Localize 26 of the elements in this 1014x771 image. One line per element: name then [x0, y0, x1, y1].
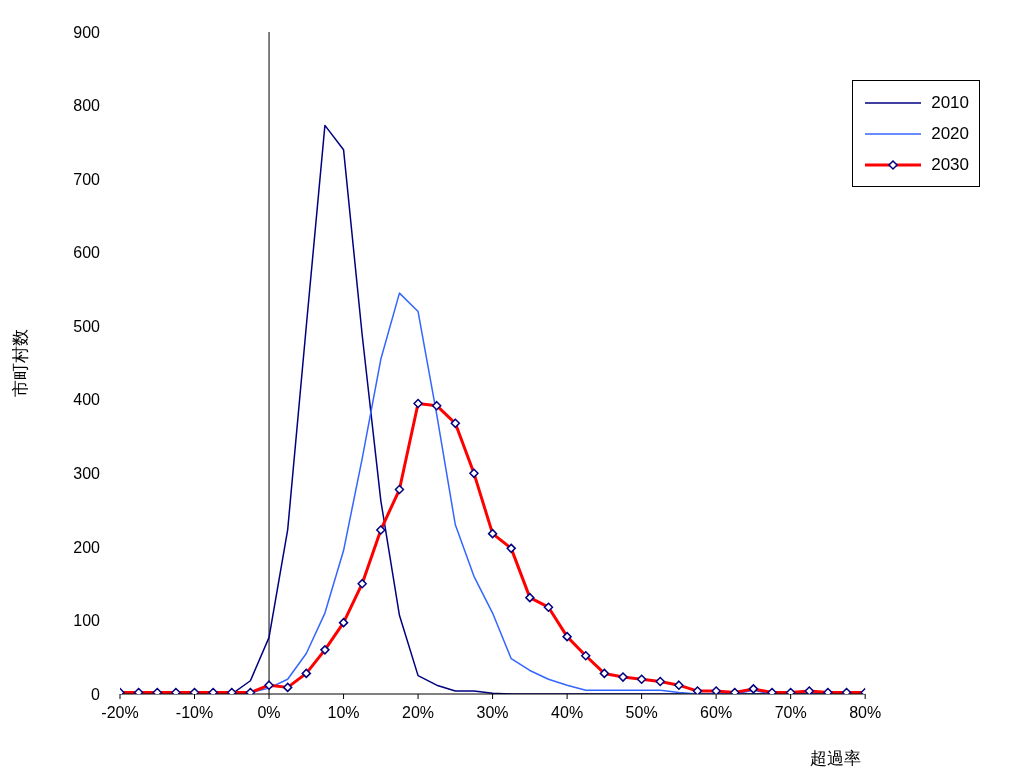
- x-tick-label: 60%: [700, 704, 733, 722]
- y-tick-label: 800: [73, 97, 101, 115]
- x-tick-label: -20%: [101, 704, 139, 722]
- x-tick-label: 40%: [551, 704, 584, 722]
- y-tick-label: 0: [91, 685, 101, 703]
- x-tick-label: 80%: [849, 704, 882, 722]
- y-tick-label: 100: [73, 612, 101, 630]
- x-tick-label: 50%: [625, 704, 658, 722]
- x-tick-label: 20%: [402, 704, 435, 722]
- legend-label: 2010: [931, 92, 969, 113]
- x-tick-label: 70%: [774, 704, 807, 722]
- y-tick-label: 500: [73, 317, 101, 335]
- x-axis-title: 超過率: [810, 749, 862, 768]
- legend-label: 2030: [931, 154, 969, 175]
- x-tick-label: 10%: [327, 704, 360, 722]
- y-tick-label: 900: [73, 23, 101, 41]
- y-tick-label: 400: [73, 391, 101, 409]
- y-tick-label: 300: [73, 465, 101, 483]
- y-tick-label: 600: [73, 244, 101, 262]
- x-tick-label: 0%: [257, 704, 281, 722]
- x-tick-label: 30%: [476, 704, 509, 722]
- y-axis-title: 市町村数: [11, 329, 31, 397]
- y-tick-label: 200: [73, 538, 101, 556]
- x-tick-label: -10%: [175, 704, 214, 722]
- y-tick-label: 700: [73, 170, 101, 188]
- legend-label: 2020: [931, 123, 969, 144]
